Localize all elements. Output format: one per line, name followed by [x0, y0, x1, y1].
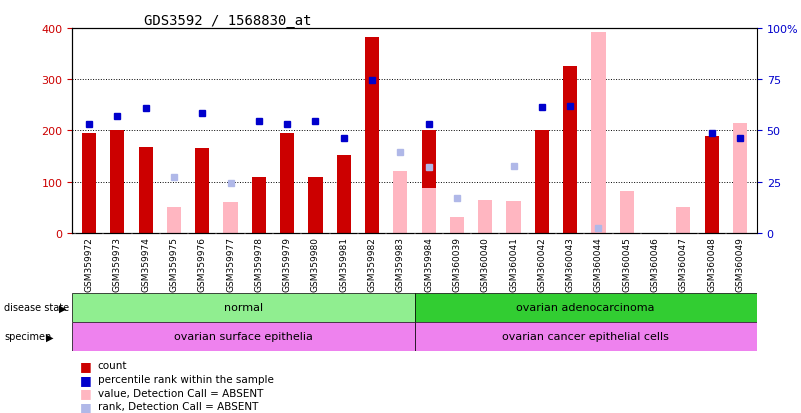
Text: GSM359976: GSM359976 — [198, 236, 207, 291]
Bar — [563, 67, 578, 233]
Text: percentile rank within the sample: percentile rank within the sample — [98, 374, 274, 384]
Text: rank, Detection Call = ABSENT: rank, Detection Call = ABSENT — [98, 401, 258, 411]
Bar — [506, 201, 521, 233]
Text: ovarian surface epithelia: ovarian surface epithelia — [174, 332, 312, 342]
Text: disease state: disease state — [4, 303, 69, 313]
Bar — [676, 207, 690, 233]
Bar — [705, 136, 718, 233]
Bar — [167, 208, 181, 233]
Text: ■: ■ — [80, 400, 92, 413]
Text: GSM360049: GSM360049 — [735, 236, 744, 291]
Text: normal: normal — [223, 303, 263, 313]
Bar — [733, 123, 747, 233]
Text: GSM359983: GSM359983 — [396, 236, 405, 291]
Text: GSM359973: GSM359973 — [113, 236, 122, 291]
Text: value, Detection Call = ABSENT: value, Detection Call = ABSENT — [98, 388, 263, 398]
Bar — [111, 131, 124, 233]
Text: ovarian cancer epithelial cells: ovarian cancer epithelial cells — [502, 332, 669, 342]
Text: ■: ■ — [80, 373, 92, 386]
Bar — [421, 188, 436, 233]
Text: GSM359975: GSM359975 — [170, 236, 179, 291]
Bar — [139, 148, 153, 233]
Text: GSM359984: GSM359984 — [425, 236, 433, 291]
Bar — [72, 293, 415, 322]
Text: ▶: ▶ — [59, 303, 66, 313]
Bar — [365, 38, 379, 233]
Text: GSM359972: GSM359972 — [85, 236, 94, 291]
Text: GSM360044: GSM360044 — [594, 236, 603, 291]
Text: GDS3592 / 1568830_at: GDS3592 / 1568830_at — [144, 14, 312, 28]
Bar — [336, 156, 351, 233]
Text: ■: ■ — [80, 386, 92, 399]
Text: GSM359979: GSM359979 — [283, 236, 292, 291]
Text: GSM359981: GSM359981 — [340, 236, 348, 291]
Bar — [535, 131, 549, 233]
Text: GSM360039: GSM360039 — [453, 236, 461, 291]
Text: GSM360046: GSM360046 — [650, 236, 659, 291]
Bar — [620, 192, 634, 233]
Bar — [450, 217, 464, 233]
Bar — [280, 134, 294, 233]
Text: GSM360040: GSM360040 — [481, 236, 489, 291]
Text: GSM360041: GSM360041 — [509, 236, 518, 291]
Bar — [195, 149, 209, 233]
Bar — [415, 322, 757, 351]
Bar — [393, 172, 408, 233]
Text: GSM360043: GSM360043 — [566, 236, 574, 291]
Text: GSM360048: GSM360048 — [707, 236, 716, 291]
Text: GSM359980: GSM359980 — [311, 236, 320, 291]
Text: specimen: specimen — [4, 332, 51, 342]
Bar — [252, 177, 266, 233]
Bar — [421, 131, 436, 233]
Text: GSM359978: GSM359978 — [255, 236, 264, 291]
Text: ovarian adenocarcinoma: ovarian adenocarcinoma — [517, 303, 655, 313]
Bar — [82, 134, 96, 233]
Bar — [415, 293, 757, 322]
Bar — [308, 177, 323, 233]
Text: GSM359974: GSM359974 — [141, 236, 150, 291]
Text: GSM360045: GSM360045 — [622, 236, 631, 291]
Text: GSM360047: GSM360047 — [679, 236, 688, 291]
Bar — [72, 322, 415, 351]
Text: ▶: ▶ — [46, 332, 54, 342]
Bar — [478, 200, 493, 233]
Text: GSM359982: GSM359982 — [368, 236, 376, 291]
Bar — [223, 203, 238, 233]
Bar — [591, 33, 606, 233]
Text: ■: ■ — [80, 359, 92, 372]
Text: GSM360042: GSM360042 — [537, 236, 546, 291]
Text: count: count — [98, 361, 127, 370]
Text: GSM359977: GSM359977 — [226, 236, 235, 291]
